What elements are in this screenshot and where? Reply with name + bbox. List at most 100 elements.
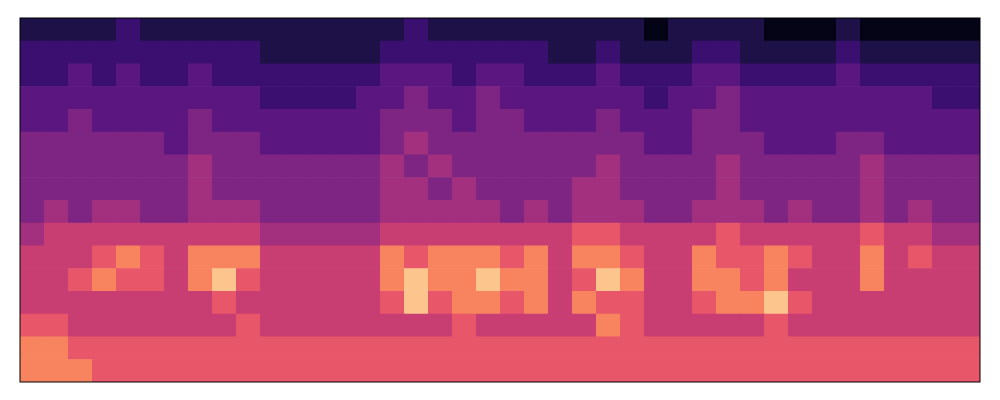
cell [788,155,813,178]
cell [44,246,69,269]
cell [668,177,693,200]
cell [332,155,357,178]
cell [452,223,477,246]
cell [692,41,717,64]
cell [164,223,189,246]
cell [140,132,165,155]
cell [212,359,237,382]
cell [260,109,285,132]
cell [860,41,885,64]
cell [860,200,885,223]
cell [236,132,261,155]
chart [0,0,1000,400]
cell [452,268,477,291]
cell [572,18,597,41]
cell [404,200,429,223]
cell [332,41,357,64]
cell [620,177,645,200]
cell [140,268,165,291]
cell [188,132,213,155]
cell [764,18,789,41]
cell [764,177,789,200]
cell [332,64,357,87]
cell [164,359,189,382]
cell [692,223,717,246]
cell [788,64,813,87]
cell [284,41,309,64]
cell [740,18,765,41]
cell [452,86,477,109]
cell [956,177,980,200]
cell [212,18,237,41]
cell [620,64,645,87]
cell [20,314,45,337]
cell [836,291,861,314]
cell [188,223,213,246]
cell [188,291,213,314]
cell [692,155,717,178]
cell [548,86,573,109]
cell [404,359,429,382]
cell [116,246,141,269]
cell [356,86,381,109]
cell [716,109,741,132]
cell [92,109,117,132]
cell [404,246,429,269]
cell [788,359,813,382]
cell [404,64,429,87]
cell [260,18,285,41]
cell [476,18,501,41]
cell [548,314,573,337]
cell [140,177,165,200]
cell [308,246,333,269]
cell [452,200,477,223]
cell [92,223,117,246]
cell [644,132,669,155]
cell [92,291,117,314]
cell [380,86,405,109]
cell [956,41,980,64]
cell [452,132,477,155]
cell [20,177,45,200]
cell [404,132,429,155]
cell [236,41,261,64]
cell [140,337,165,360]
cell [428,314,453,337]
cell [524,86,549,109]
cell [212,64,237,87]
cell [500,291,525,314]
cell [620,359,645,382]
cell [932,41,957,64]
cell [644,177,669,200]
cell [932,337,957,360]
cell [668,18,693,41]
cell [692,314,717,337]
cell [524,200,549,223]
cell [524,109,549,132]
cell [284,177,309,200]
cell [692,109,717,132]
cell [932,64,957,87]
cell [884,223,909,246]
cell [884,177,909,200]
cell [596,18,621,41]
cell [140,223,165,246]
cell [476,223,501,246]
cell [284,246,309,269]
cell [260,314,285,337]
cell [452,177,477,200]
cell [548,177,573,200]
cell [164,314,189,337]
cell [596,109,621,132]
cell [260,155,285,178]
cell [284,223,309,246]
cell [908,246,933,269]
cell [860,86,885,109]
cell [428,18,453,41]
cell [380,246,405,269]
cell [644,64,669,87]
cell [692,246,717,269]
cell [524,177,549,200]
cell [716,86,741,109]
cell [596,359,621,382]
